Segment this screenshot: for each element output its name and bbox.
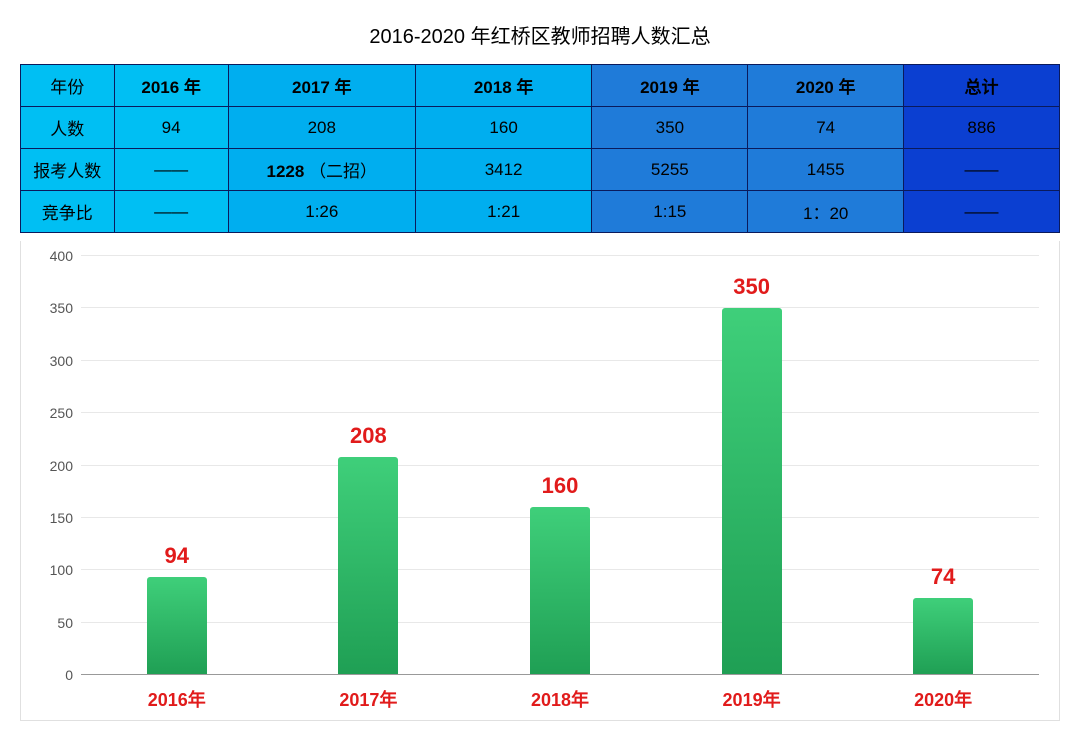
y-tick-label: 250 [50, 405, 73, 421]
y-tick-label: 300 [50, 353, 73, 369]
bar-slot: 350 [656, 256, 848, 675]
table-cell: 1228 （二招） [228, 149, 415, 191]
bar [530, 507, 590, 675]
bar-slot: 94 [81, 256, 273, 675]
table-cell: 2020 年 [748, 65, 904, 107]
y-tick-label: 100 [50, 562, 73, 578]
table-row: 竞争比——1:261:211:151：20—— [21, 191, 1060, 233]
page-title: 2016-2020 年红桥区教师招聘人数汇总 [20, 20, 1060, 49]
table-cell: —— [904, 149, 1060, 191]
table-cell: 2017 年 [228, 65, 415, 107]
x-axis-label: 2016年 [81, 686, 273, 712]
bar-slot: 74 [847, 256, 1039, 675]
x-axis-label: 2018年 [464, 686, 656, 712]
bar-value-label: 74 [931, 564, 955, 590]
table-cell: 年份 [21, 65, 115, 107]
y-tick-label: 200 [50, 458, 73, 474]
bar-chart: 0 50 100 150 200 250 300 350 400 94 208 160 350 74 2… [20, 241, 1060, 721]
bar [338, 457, 398, 675]
x-axis-label: 2017年 [273, 686, 465, 712]
table-cell: 350 [592, 107, 748, 149]
table-row: 年份2016 年2017 年2018 年2019 年2020 年总计 [21, 65, 1060, 107]
bar-value-label: 350 [733, 274, 770, 300]
y-tick-label: 50 [57, 615, 73, 631]
bar-slot: 208 [273, 256, 465, 675]
table-cell: 5255 [592, 149, 748, 191]
table-cell: 1455 [748, 149, 904, 191]
bar [722, 308, 782, 675]
table-cell: 2018 年 [415, 65, 592, 107]
table-cell: 竞争比 [21, 191, 115, 233]
table-cell: —— [114, 191, 228, 233]
table-cell: 1:15 [592, 191, 748, 233]
table-row: 人数9420816035074886 [21, 107, 1060, 149]
table-cell: 208 [228, 107, 415, 149]
table-cell: 74 [748, 107, 904, 149]
table-cell: 886 [904, 107, 1060, 149]
table-cell: 3412 [415, 149, 592, 191]
y-tick-label: 350 [50, 300, 73, 316]
table-cell: —— [904, 191, 1060, 233]
bar-value-label: 94 [165, 543, 189, 569]
table-cell: 94 [114, 107, 228, 149]
table-cell: —— [114, 149, 228, 191]
table-cell: 报考人数 [21, 149, 115, 191]
table-cell: 2019 年 [592, 65, 748, 107]
bar-slot: 160 [464, 256, 656, 675]
table-row: 报考人数——1228 （二招）341252551455—— [21, 149, 1060, 191]
bar [913, 598, 973, 676]
bar-value-label: 160 [542, 473, 579, 499]
table-cell: 2016 年 [114, 65, 228, 107]
table-cell: 1:21 [415, 191, 592, 233]
x-axis-label: 2019年 [656, 686, 848, 712]
table-cell: 总计 [904, 65, 1060, 107]
table-cell: 人数 [21, 107, 115, 149]
bar [147, 577, 207, 675]
y-tick-label: 0 [65, 667, 73, 683]
y-tick-label: 400 [50, 248, 73, 264]
x-axis-label: 2020年 [847, 686, 1039, 712]
summary-table: 年份2016 年2017 年2018 年2019 年2020 年总计人数9420… [20, 64, 1060, 233]
bar-value-label: 208 [350, 423, 387, 449]
table-cell: 1：20 [748, 191, 904, 233]
table-cell: 160 [415, 107, 592, 149]
y-tick-label: 150 [50, 510, 73, 526]
table-cell: 1:26 [228, 191, 415, 233]
